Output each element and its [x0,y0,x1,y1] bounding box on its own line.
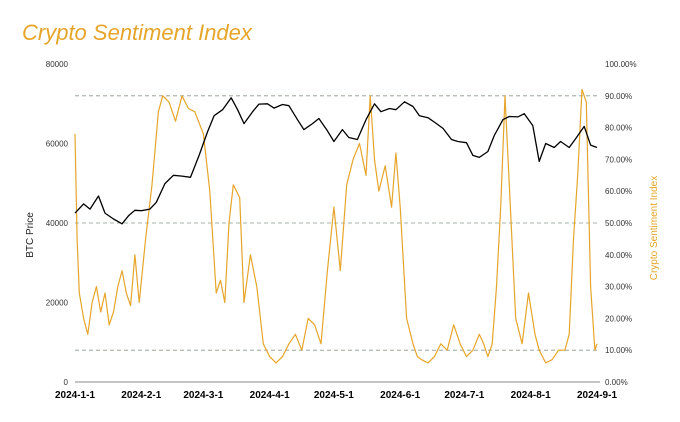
y2-tick-label: 80.00% [605,124,632,133]
x-axis-ticks: 2024-1-1 2024-2-1 2024-3-1 2024-4-1 2024-5-1… [55,390,617,401]
y2-tick-label: 100.00% [605,60,637,69]
y2-tick-label: 40.00% [605,251,632,260]
x-tick-label: 2024-7-1 [444,390,484,401]
reference-lines [75,95,600,351]
x-tick-label: 2024-1-1 [55,390,95,401]
y-tick-label: 40000 [46,219,69,228]
y-tick-label: 60000 [46,140,69,149]
x-tick-label: 2024-2-1 [121,390,161,401]
x-tick-label: 2024-3-1 [183,390,223,401]
series-group [74,88,598,364]
btc-price-line [74,97,598,225]
y2-tick-label: 70.00% [605,155,632,164]
y2-tick-label: 20.00% [605,314,632,323]
sentiment-index-line [74,88,598,364]
y2-tick-label: 0.00% [605,378,628,387]
x-tick-label: 2024-6-1 [380,390,420,401]
x-tick-label: 2024-8-1 [511,390,551,401]
y-tick-label: 80000 [46,60,69,69]
y-axis-ticks: 0 20000 40000 60000 80000 [46,60,69,387]
x-tick-label: 2024-5-1 [314,390,354,401]
y-axis-label: BTC Price [25,212,36,258]
y2-axis-label: Crypto Sentiment Index [649,176,660,281]
y2-tick-label: 30.00% [605,283,632,292]
y2-axis-ticks: 0.00% 10.00% 20.00% 30.00% 40.00% 50.00% 60.00… [605,60,637,387]
y2-tick-label: 90.00% [605,92,632,101]
x-tick-label: 2024-9-1 [577,390,617,401]
y-tick-label: 20000 [46,299,69,308]
y-tick-label: 0 [64,378,69,387]
y2-tick-label: 60.00% [605,187,632,196]
x-tick-label: 2024-4-1 [250,390,290,401]
y2-tick-label: 10.00% [605,346,632,355]
chart-title: Crypto Sentiment Index [22,20,252,45]
y2-tick-label: 50.00% [605,219,632,228]
